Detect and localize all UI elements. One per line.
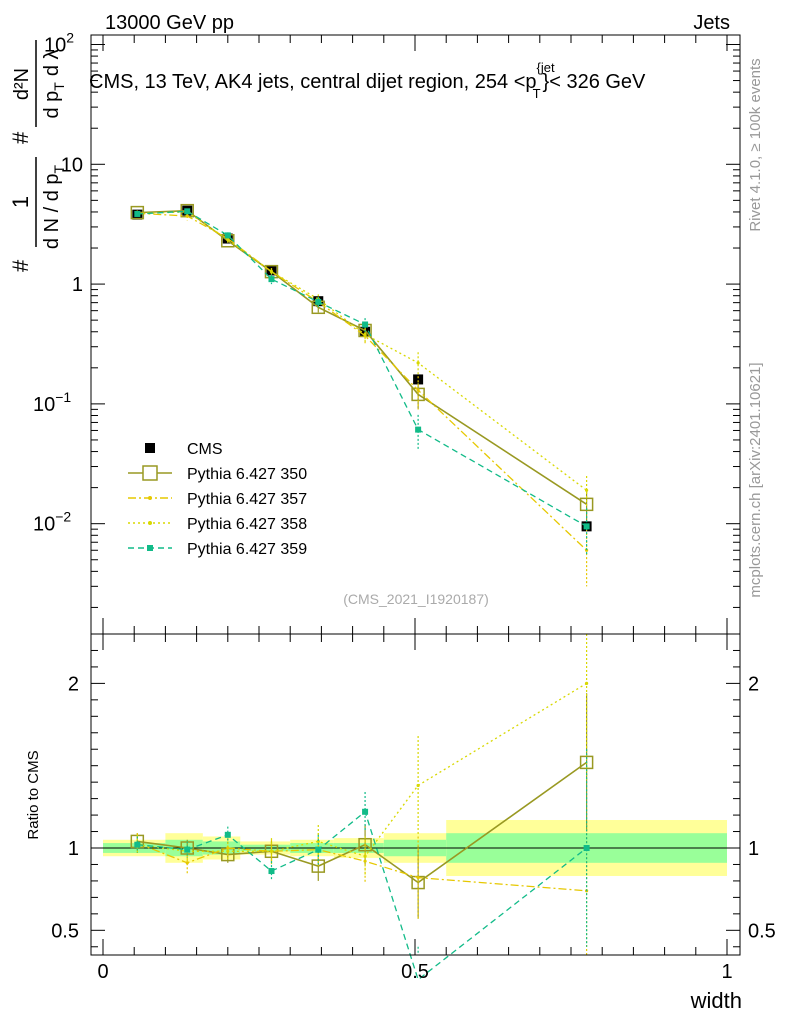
- main-y-tick-label: 10−1: [33, 389, 71, 416]
- main-point-p358: [226, 238, 230, 242]
- ratio-point-p357: [185, 861, 189, 865]
- legend-label-p350: Pythia 6.427 350: [187, 466, 307, 483]
- main-point-p358: [363, 332, 367, 337]
- main-point-p359: [362, 321, 369, 328]
- main-point-p358: [416, 361, 420, 365]
- legend-item-p358: Pythia 6.427 358: [128, 516, 307, 533]
- ratio-point-p358: [226, 849, 230, 853]
- legend-marker-p350: [142, 465, 158, 481]
- main-point-p357: [416, 388, 420, 392]
- main-point-p359: [268, 276, 275, 283]
- ratio-line-p350: [137, 761, 588, 884]
- rivet-version-text: Rivet 4.1.0, ≥ 100k events: [747, 58, 764, 231]
- legend-item-cms: CMS: [145, 441, 223, 458]
- ratio-point-p359: [184, 846, 191, 853]
- ratio-point-p359: [224, 831, 231, 838]
- x-tick-label: 0: [97, 961, 108, 983]
- energy-label: 13000 GeV pp: [105, 12, 234, 34]
- main-point-p359: [415, 426, 422, 433]
- main-y-tick-label: 102: [44, 29, 74, 56]
- plot-title-sub: T: [533, 86, 541, 101]
- analysis-watermark: (CMS_2021_I1920187): [343, 591, 489, 607]
- ylabel-frac-num: 1: [8, 196, 33, 208]
- main-point-p359: [224, 232, 231, 239]
- ratio-y-tick-label-left: 1: [68, 838, 79, 860]
- ratio-line-p357: [137, 842, 587, 892]
- main-line-p358: [137, 211, 587, 491]
- ratio-y-tick-label-left: 2: [68, 673, 79, 695]
- ratio-y-tick-label-left: 0.5: [51, 920, 79, 942]
- ratio-point-p350: [358, 837, 372, 852]
- legend: CMS Pythia 6.427 350 Pythia 6.427 357 Pythi…: [128, 441, 307, 558]
- main-point-p359: [134, 210, 141, 217]
- legend-label-p358: Pythia 6.427 358: [187, 516, 307, 533]
- legend-item-p350: Pythia 6.427 350: [128, 465, 307, 483]
- main-line-p359: [137, 210, 587, 527]
- plot-title-end: }< 326 GeV: [543, 71, 647, 93]
- legend-label-p359: Pythia 6.427 359: [187, 541, 307, 558]
- ratio-point-p357: [226, 846, 230, 850]
- x-axis-label: width: [690, 988, 742, 1013]
- ratio-point-p358: [269, 849, 274, 853]
- plot-title-main: CMS, 13 TeV, AK4 jets, central dijet reg…: [89, 71, 537, 93]
- ratio-y-tick-label-right: 1: [748, 838, 759, 860]
- main-point-p358: [269, 270, 274, 274]
- legend-label-p357: Pythia 6.427 357: [187, 491, 307, 508]
- ylabel-frac-den: d N / d pT: [41, 164, 67, 249]
- x-tick-label: 0.5: [401, 961, 429, 983]
- main-y-tick-label: 1: [72, 274, 83, 296]
- legend-label-cms: CMS: [187, 441, 223, 458]
- ratio-point-p357: [416, 876, 420, 880]
- main-y-tick-label: 10−2: [33, 509, 71, 536]
- ratio-line-p358: [137, 682, 587, 857]
- ratio-y-tick-label-right: 0.5: [748, 920, 776, 942]
- legend-item-p357: Pythia 6.427 357: [128, 491, 307, 508]
- ratio-line-p359: [137, 810, 588, 981]
- ratio-point-p358: [316, 839, 320, 844]
- main-y-tick-label: 10: [61, 154, 83, 176]
- legend-marker-p358: [148, 521, 152, 525]
- ratio-point-p358: [363, 854, 367, 858]
- main-line-p350: [137, 209, 588, 506]
- ratio-point-p358: [585, 681, 589, 685]
- ylabel-frac2-den: d pTd λ: [41, 49, 67, 118]
- main-line-p357: [137, 212, 588, 551]
- ratio-panel: [130, 634, 594, 981]
- ratio-frame: [90, 633, 741, 956]
- mcplots-source-text: mcplots.cern.ch [arXiv:2401.10621]: [747, 362, 764, 597]
- cms-data-point: [413, 374, 424, 385]
- main-point-p357: [585, 548, 589, 552]
- ratio-point-p359: [315, 846, 322, 853]
- ylabel-hash1: #: [8, 259, 33, 272]
- main-panel: [130, 203, 594, 587]
- ylabel-hash2: #: [8, 131, 33, 144]
- main-point-p359: [583, 523, 590, 530]
- legend-marker-cms: [145, 443, 155, 453]
- axes: 10−2 10−1 1 10 102 0.5 0.5 1 1 2 2 0 0.5 1: [33, 29, 776, 983]
- ratio-point-p359: [134, 841, 141, 848]
- main-y-axis-label: # 1 d N / d pT # d²N d pTd λ: [8, 40, 67, 272]
- ratio-point-p359: [362, 808, 369, 815]
- ratio-point-p350: [579, 755, 594, 770]
- legend-item-p359: Pythia 6.427 359: [128, 541, 307, 558]
- x-tick-label: 1: [721, 961, 732, 983]
- ratio-point-p359: [583, 845, 590, 851]
- ylabel-frac2-num: d²N: [11, 68, 33, 100]
- main-point-p359: [184, 208, 191, 215]
- main-point-p350: [579, 497, 594, 512]
- category-label: Jets: [693, 12, 730, 34]
- ratio-point-p359: [268, 868, 275, 875]
- main-point-p358: [585, 488, 589, 492]
- main-point-p359: [315, 298, 322, 305]
- ratio-point-p358: [416, 783, 420, 788]
- plot-title-sup: {jet: [537, 60, 555, 75]
- legend-marker-p357: [148, 496, 152, 500]
- legend-marker-p359: [147, 545, 153, 551]
- plot-title: CMS, 13 TeV, AK4 jets, central dijet reg…: [89, 60, 646, 101]
- main-point-p357: [185, 214, 189, 218]
- ratio-y-tick-label-right: 2: [748, 673, 759, 695]
- ratio-y-axis-label: Ratio to CMS: [25, 750, 42, 839]
